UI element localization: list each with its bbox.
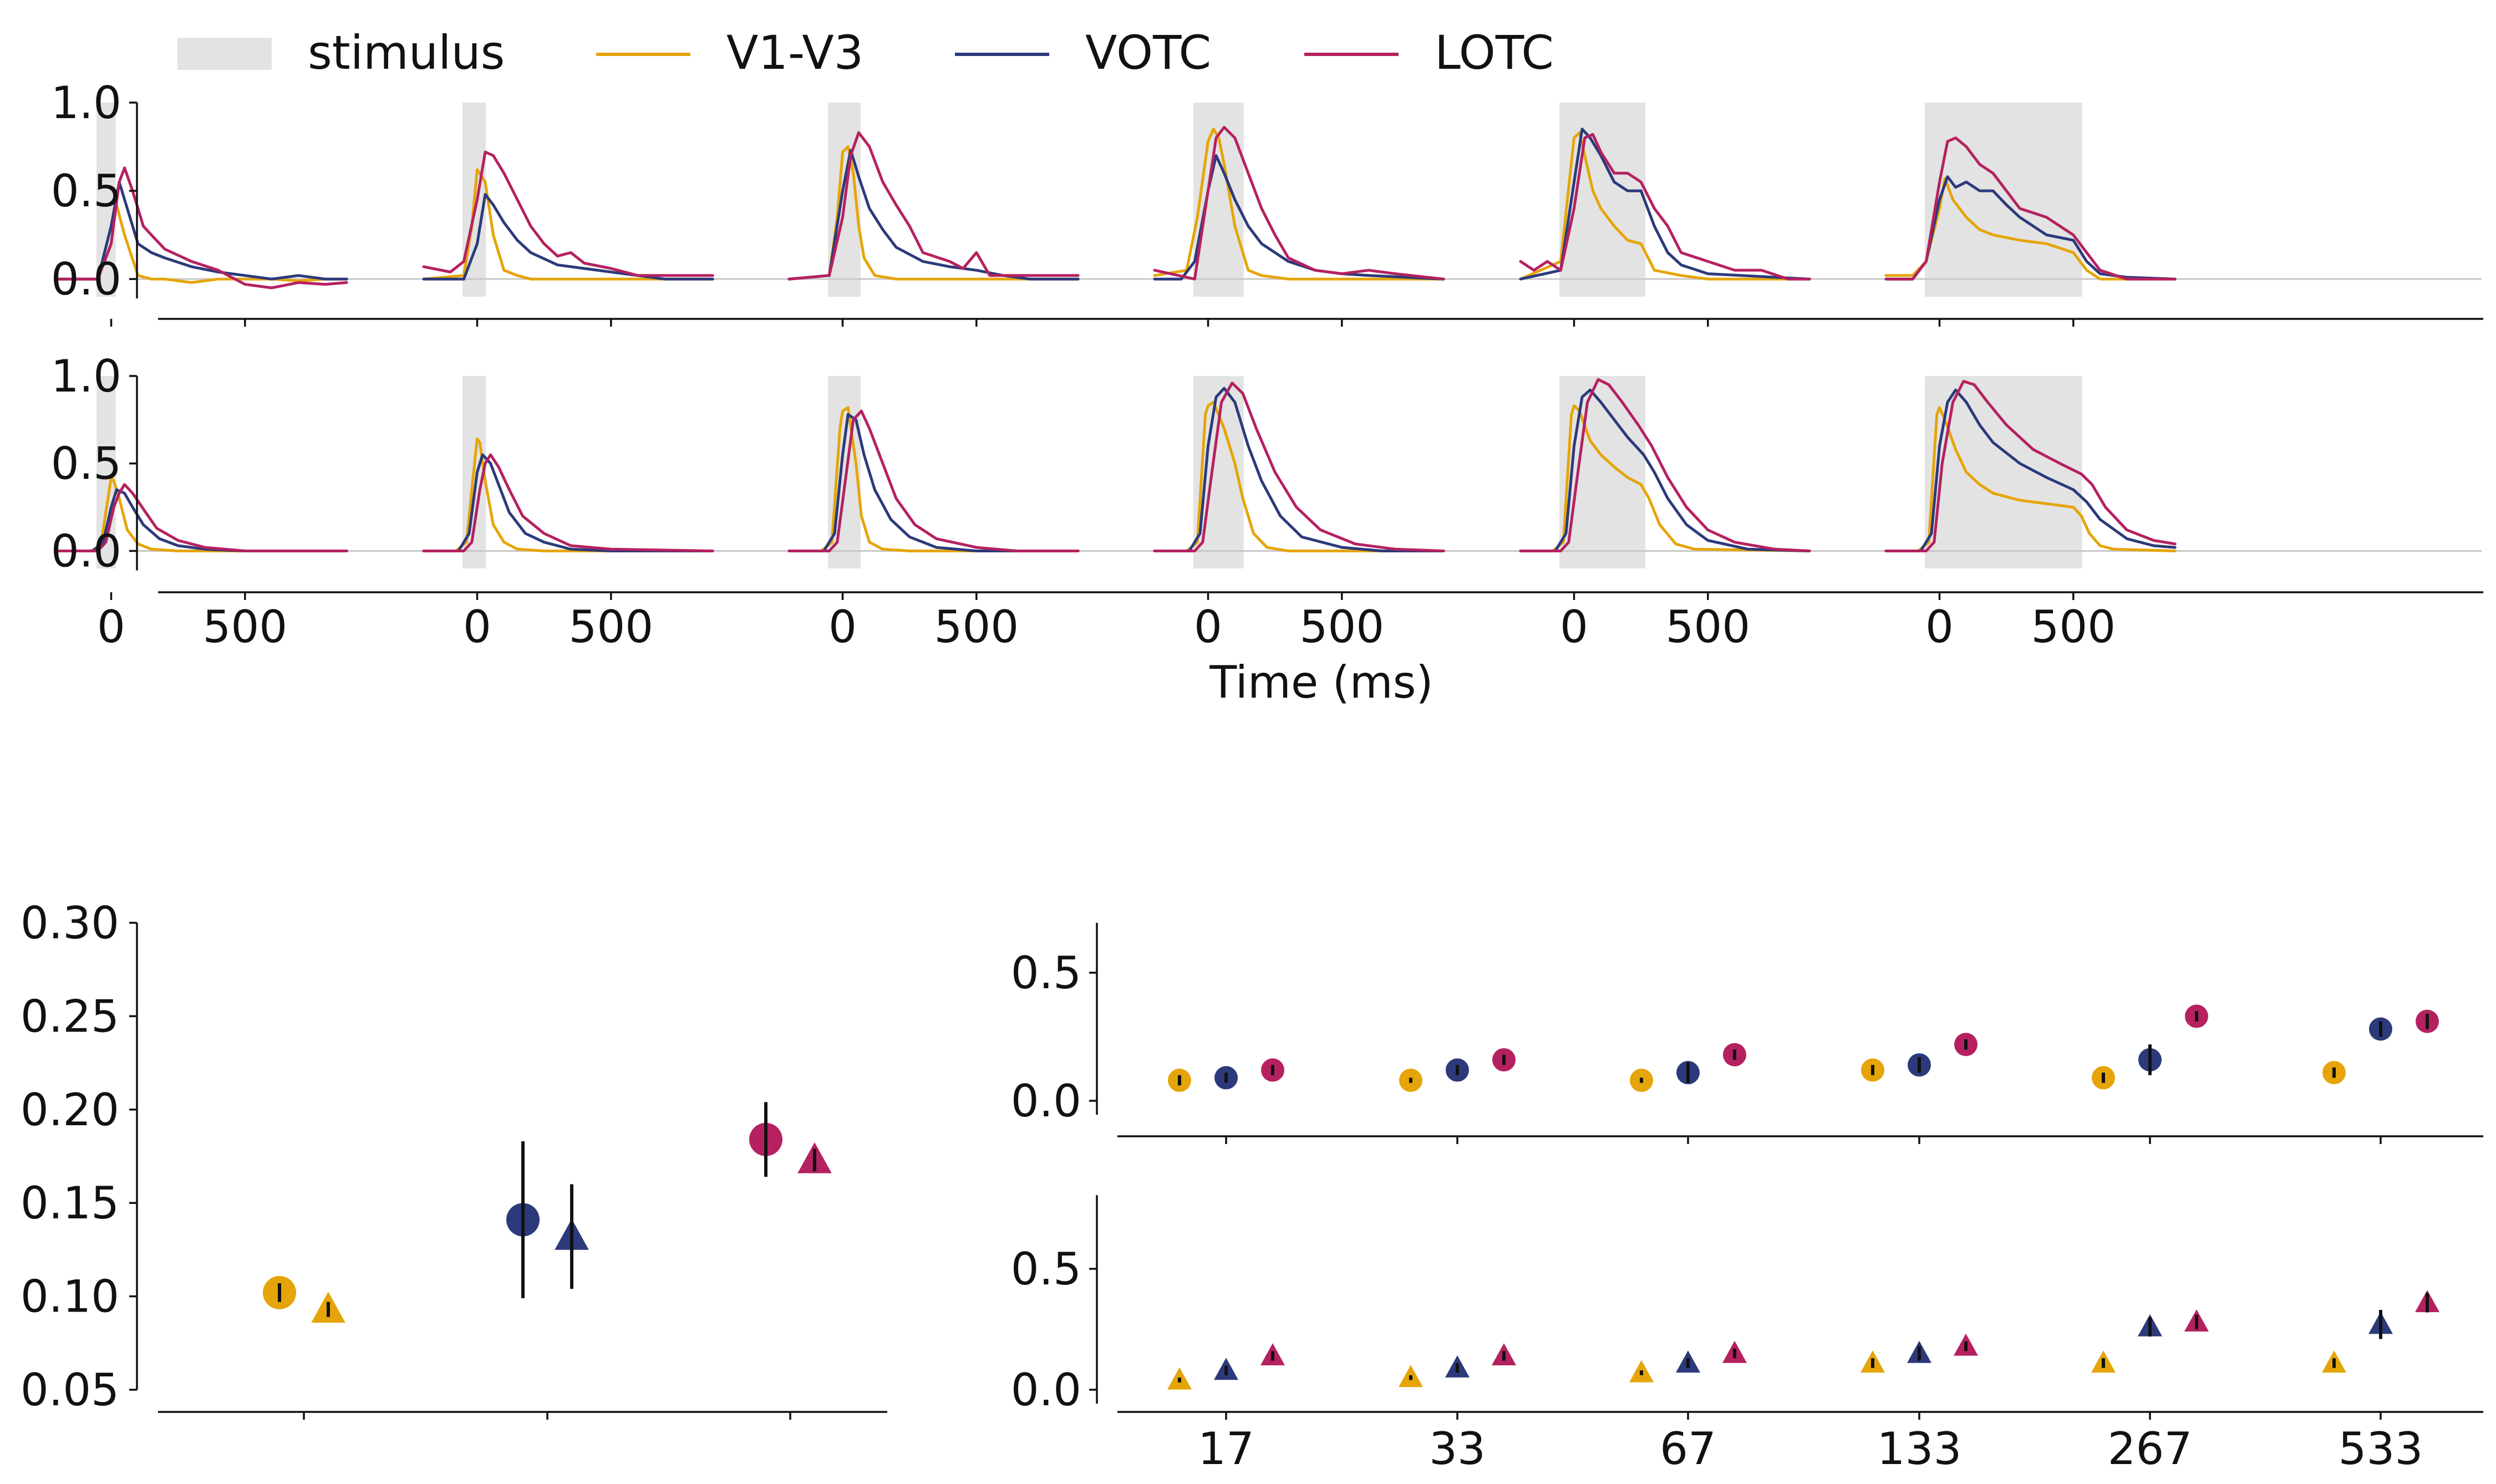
y-tick-label: 0.0 (51, 525, 121, 577)
timecourse-line-votc (1519, 388, 1811, 552)
legend-label-votc: VOTC (1085, 26, 1211, 80)
timecourse-line-votc (787, 413, 1080, 552)
legend: stimulus V1-V3 VOTC LOTC (177, 26, 1554, 80)
y-tick-label: 0.0 (1011, 1364, 1081, 1416)
duration-x-ticks: 17 33 67 133 267 533 (1198, 1423, 2423, 1475)
y-tick-label: 0.15 (21, 1177, 119, 1229)
y-tick-label: 0.30 (21, 897, 119, 949)
timecourse-line-v1v3 (1519, 404, 1811, 552)
timecourse-line-lotc (1153, 126, 1445, 281)
legend-label-v1v3: V1-V3 (726, 26, 863, 80)
timecourse-line-v1v3 (1884, 406, 2177, 552)
x-tick-label: 500 (1665, 601, 1750, 653)
y-tick-label: 0.5 (1011, 947, 1081, 999)
timecourse-line-lotc (56, 166, 348, 289)
timecourse-line-v1v3 (1519, 131, 1811, 281)
x-tick-label: 500 (202, 601, 287, 653)
timecourse-row-model: 0.0 0.5 1.0 0 500 0 500 0 500 0 500 0 500 0 500 (51, 350, 2483, 653)
x-tick-label: 500 (1299, 601, 1384, 653)
x-tick-label: 0 (1194, 601, 1222, 653)
timecourse-line-votc (422, 453, 714, 552)
x-tick-label-duration: 133 (1877, 1423, 1962, 1475)
x-tick-label: 0 (1560, 601, 1588, 653)
x-axis-label-time: Time (ms) (1209, 657, 1433, 708)
legend-label-stimulus: stimulus (308, 26, 505, 80)
timecourse-line-lotc (1884, 380, 2177, 552)
timecourse-line-lotc (422, 453, 714, 552)
x-tick-label-duration: 17 (1198, 1423, 1254, 1475)
x-tick-label: 0 (97, 601, 125, 653)
timecourse-line-lotc (787, 131, 1080, 281)
duration-row-triangle: 0.0 0.5 (1011, 1195, 2483, 1420)
y-tick-label: 0.0 (1011, 1075, 1081, 1127)
x-tick-label-duration: 33 (1429, 1423, 1486, 1475)
timecourse-line-votc (1153, 387, 1445, 552)
timecourse-line-lotc (1519, 133, 1811, 281)
x-tick-label: 500 (2031, 601, 2116, 653)
y-tick-label: 0.25 (21, 990, 119, 1042)
y-tick-label: 0.20 (21, 1084, 119, 1136)
timecourse-line-votc (1884, 388, 2177, 552)
y-tick-label: 0.5 (1011, 1243, 1081, 1295)
timecourse-line-lotc (422, 150, 714, 277)
y-tick-label: 0.05 (21, 1364, 119, 1416)
timecourse-line-lotc (1884, 136, 2177, 281)
stimulus-window (1559, 103, 1646, 297)
timecourse-line-votc (56, 488, 348, 552)
legend-label-lotc: LOTC (1435, 26, 1554, 80)
timecourse-line-lotc (1519, 378, 1811, 552)
legend-stimulus-swatch (177, 38, 272, 70)
timecourse-line-votc (56, 180, 348, 281)
timecourse-line-votc (1884, 175, 2177, 281)
timecourse-line-v1v3 (1153, 128, 1445, 281)
x-tick-label: 500 (934, 601, 1019, 653)
y-tick-label: 0.10 (21, 1271, 119, 1323)
x-tick-label-duration: 267 (2108, 1423, 2193, 1475)
x-tick-label: 0 (828, 601, 857, 653)
x-tick-label: 0 (1925, 601, 1954, 653)
overall-panel: 0.05 0.10 0.15 0.20 0.25 0.30 (21, 897, 887, 1420)
timecourse-line-v1v3 (422, 438, 714, 552)
timecourse-row-measured: 0.0 0.5 1.0 (51, 77, 2483, 327)
y-tick-label: 1.0 (51, 350, 121, 402)
timecourse-line-lotc (56, 483, 348, 552)
y-tick-label: 1.0 (51, 77, 121, 129)
y-tick-label: 0.5 (51, 438, 121, 490)
duration-row-circle: 0.0 0.5 (1011, 923, 2483, 1144)
timecourse-line-votc (1519, 128, 1811, 281)
x-tick-label-duration: 67 (1660, 1423, 1716, 1475)
timecourse-line-lotc (787, 409, 1080, 552)
x-tick-label: 0 (463, 601, 491, 653)
timecourse-line-v1v3 (1153, 400, 1445, 552)
timecourse-line-lotc (1153, 382, 1445, 552)
x-tick-label: 500 (568, 601, 653, 653)
x-tick-label-duration: 533 (2339, 1423, 2423, 1475)
stimulus-window (96, 103, 116, 297)
stimulus-window (1924, 103, 2082, 297)
y-tick-label: 0.5 (51, 165, 121, 217)
y-tick-label: 0.0 (51, 253, 121, 305)
